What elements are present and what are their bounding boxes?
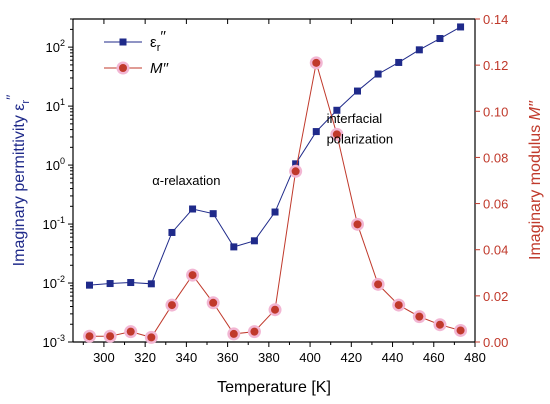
eps-point [189,205,197,213]
eps-point [292,160,300,168]
eps-point [395,58,403,66]
modulus-point [229,329,238,338]
y-left-tick-label: 10-1 [43,215,65,232]
y-right-tick-label: 0.14 [483,12,508,27]
modulus-point [209,298,218,307]
modulus-point [353,220,362,229]
y-right-tick-label: 0.02 [483,289,508,304]
eps-point [209,210,217,218]
annotations: α-relaxation interfacial polarization [152,111,393,188]
y-left-tick-label: 100 [46,156,65,173]
eps-point [106,280,114,288]
series-layer [82,23,468,344]
x-axis-title: Temperature [K] [217,379,331,396]
annotation-label: polarization [327,132,394,147]
x-tick-label: 480 [464,350,486,365]
eps-point [230,243,238,251]
y-right-tick-label: 0.10 [483,104,508,119]
eps-point [85,281,93,289]
axes: 300 320 340 360 380 400 420 440 460 480 10-3 10-2 10… [3,12,544,396]
legend: εr′′ M′′ [104,28,169,77]
eps-point [271,208,279,216]
x-tick-label: 400 [299,350,321,365]
modulus-point [332,130,341,139]
modulus-point [250,327,259,336]
x-tick-label: 440 [382,350,404,365]
modulus-point [415,312,424,321]
modulus-point [106,332,115,341]
y-right-axis-title: Imaginary modulus M′′ [527,100,544,260]
eps-point [353,87,361,95]
x-tick-label: 360 [217,350,239,365]
x-tick-label: 320 [134,350,156,365]
annotation-label: interfacial [327,111,383,126]
x-tick-label: 460 [423,350,445,365]
y-right-tick-label: 0.06 [483,197,508,212]
y-right-tick-label: 0.08 [483,150,508,165]
modulus-point [456,326,465,335]
y-right-tick-label: 0.00 [483,335,508,350]
y-left-tick-label: 10-3 [43,333,65,350]
eps-point [147,280,155,288]
modulus-point [271,305,280,314]
x-tick-label: 380 [258,350,280,365]
modulus-point [312,58,321,67]
x-tick-label: 300 [93,350,115,365]
x-tick-label: 340 [176,350,198,365]
legend-marker-circle [119,64,127,72]
modulus-point [147,333,156,342]
modulus-point [394,301,403,310]
y-left-tick-label: 10-2 [43,274,65,291]
modulus-point [167,301,176,310]
series-line-0 [89,26,461,286]
modulus-point [374,280,383,289]
modulus-point [435,320,444,329]
y-right-tick-label: 0.12 [483,58,508,73]
modulus-point [188,271,197,280]
legend-label-1: M′′ [150,60,169,77]
modulus-point [126,327,135,336]
eps-point [168,228,176,236]
eps-point [415,46,423,54]
y-left-tick-label: 101 [46,97,65,114]
eps-point [250,237,258,245]
eps-point [312,128,320,136]
eps-point [436,35,444,43]
legend-label-0: εr′′ [150,28,166,54]
annotation-label: α-relaxation [152,173,220,188]
y-left-tick-label: 102 [46,38,65,55]
legend-marker-square [119,38,127,46]
modulus-point [85,332,94,341]
eps-point [457,23,465,31]
eps-point [374,70,382,78]
eps-point [333,106,341,114]
y-left-axis-title: Imaginary permittivity εr′′ [3,94,32,266]
y-right-tick-label: 0.04 [483,243,508,258]
eps-point [127,279,135,287]
series-line-1 [89,62,461,338]
x-tick-label: 420 [340,350,362,365]
modulus-point [291,167,300,176]
